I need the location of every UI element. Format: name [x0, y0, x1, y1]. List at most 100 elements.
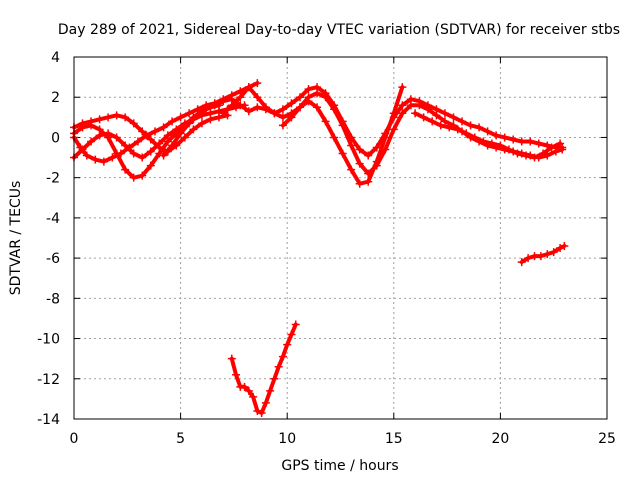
x-tick-label: 20: [491, 431, 509, 447]
data-point: [470, 133, 479, 142]
data-point: [313, 103, 322, 112]
data-point: [355, 179, 364, 188]
data-point: [291, 320, 300, 329]
data-point: [423, 105, 432, 114]
data-point: [338, 121, 347, 130]
data-series-group: [517, 242, 569, 267]
data-point: [347, 165, 356, 174]
data-point: [240, 382, 249, 391]
data-point: [534, 139, 543, 148]
data-point: [445, 123, 454, 132]
data-point: [355, 145, 364, 154]
data-point: [330, 105, 339, 114]
data-point: [509, 135, 518, 144]
data-point: [560, 242, 569, 251]
data-point: [449, 113, 458, 122]
data-point: [372, 161, 381, 170]
data-point: [176, 113, 185, 122]
data-point: [104, 133, 113, 142]
data-point: [133, 137, 142, 146]
data-point: [558, 145, 567, 154]
data-point: [180, 133, 189, 142]
x-tick-label: 15: [385, 431, 403, 447]
x-tick-label: 0: [70, 431, 79, 447]
data-point: [159, 123, 168, 132]
data-point: [278, 121, 287, 130]
data-point: [283, 340, 292, 349]
data-point: [517, 137, 526, 146]
data-point: [278, 352, 287, 361]
data-point: [146, 161, 155, 170]
data-series-group: [70, 111, 232, 156]
data-point: [121, 141, 130, 150]
x-tick-label: 25: [598, 431, 616, 447]
data-point: [121, 113, 130, 122]
data-point: [185, 119, 194, 128]
data-point: [453, 125, 462, 134]
data-point: [513, 149, 522, 158]
data-point: [406, 101, 415, 110]
data-point: [138, 153, 147, 162]
data-point: [278, 105, 287, 114]
plot-frame: [73, 56, 608, 420]
data-point: [389, 113, 398, 122]
data-point: [524, 254, 533, 263]
data-point: [163, 137, 172, 146]
data-point: [129, 119, 138, 128]
data-point: [556, 244, 565, 253]
data-point: [295, 103, 304, 112]
x-axis-label: GPS time / hours: [281, 458, 398, 474]
data-point: [112, 133, 121, 142]
data-point: [458, 117, 467, 126]
data-point: [159, 151, 168, 160]
data-point: [355, 159, 364, 168]
data-point: [138, 171, 147, 180]
data-point: [87, 137, 96, 146]
data-point: [364, 177, 373, 186]
data-point: [138, 127, 147, 136]
axis-ticks: 0 5 10 15 20 25 -14 -12 -10 -8 -6 -4 -2 0 2 4: [37, 50, 616, 447]
y-tick-label: 0: [51, 130, 60, 146]
data-point: [253, 103, 262, 112]
data-point: [556, 139, 565, 148]
data-point: [99, 157, 108, 166]
data-point: [78, 145, 87, 154]
data-point: [155, 149, 164, 158]
data-point: [189, 125, 198, 134]
data-point: [549, 248, 558, 257]
data-point: [244, 107, 253, 116]
y-tick-label: -2: [46, 171, 60, 187]
y-tick-label: 2: [51, 90, 60, 106]
data-point: [304, 93, 313, 102]
data-point: [436, 121, 445, 130]
data-point: [398, 109, 407, 118]
data-point: [321, 117, 330, 126]
data-point: [500, 133, 509, 142]
data-point: [419, 113, 428, 122]
data-point: [372, 143, 381, 152]
data-point: [104, 113, 113, 122]
data-point: [95, 125, 104, 134]
data-point: [321, 93, 330, 102]
data-point: [236, 101, 245, 110]
data-point: [193, 111, 202, 120]
chart-title: Day 289 of 2021, Sidereal Day-to-day VTE…: [58, 22, 620, 38]
data-point: [347, 141, 356, 150]
data-point: [261, 103, 270, 112]
data-point: [210, 101, 219, 110]
y-tick-label: -14: [37, 412, 60, 428]
data-point: [381, 145, 390, 154]
data-point: [313, 89, 322, 98]
data-point: [91, 155, 100, 164]
y-tick-label: -10: [37, 332, 60, 348]
data-point: [151, 127, 160, 136]
data-point: [287, 330, 296, 339]
data-point: [227, 354, 236, 363]
data-point: [95, 115, 104, 124]
data-point: [87, 121, 96, 130]
data-point: [551, 147, 560, 156]
data-point: [176, 129, 185, 138]
data-point: [526, 137, 535, 146]
data-point: [432, 111, 441, 120]
data-point: [517, 258, 526, 267]
